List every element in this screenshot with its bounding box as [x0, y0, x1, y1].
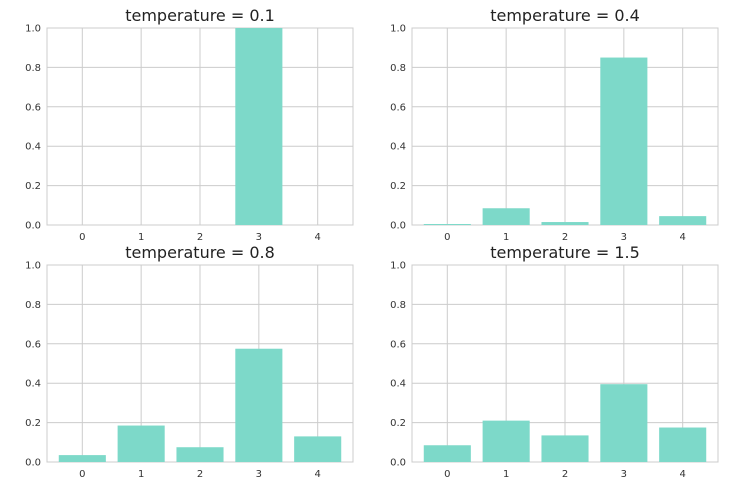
- x-tick-label: 0: [79, 232, 85, 243]
- bar: [600, 384, 648, 462]
- chart-title: temperature = 0.4: [490, 6, 640, 25]
- chart-panel-1: 0.0 0.2 0.4 0.6 0.8 1.0 0 1 2 3 4 temperature = 0.4: [390, 6, 719, 243]
- chart-title: temperature = 0.1: [125, 6, 275, 25]
- y-tick-label: 0.0: [25, 221, 41, 232]
- y-tick-label: 0.2: [390, 418, 406, 429]
- x-tick-label: 3: [621, 469, 627, 480]
- y-tick-label: 0.6: [25, 102, 41, 113]
- x-tick-label: 0: [79, 469, 85, 480]
- y-tick-label: 0.0: [390, 458, 406, 469]
- x-tick-label: 4: [680, 232, 686, 243]
- bar: [600, 57, 648, 225]
- y-tick-label: 0.6: [390, 102, 406, 113]
- bar: [423, 224, 471, 225]
- y-tick-label: 1.0: [390, 261, 406, 272]
- chart-panel-3: 0.0 0.2 0.4 0.6 0.8 1.0 0 1 2 3 4 temperature = 1.5: [390, 243, 719, 480]
- y-tick-label: 0.8: [390, 63, 406, 74]
- y-tick-label: 0.8: [25, 300, 41, 311]
- y-tick-label: 0.2: [25, 181, 41, 192]
- x-tick-label: 4: [315, 469, 321, 480]
- bar: [58, 455, 106, 462]
- x-tick-label: 1: [138, 232, 144, 243]
- x-tick-label: 0: [444, 232, 450, 243]
- bar: [541, 435, 589, 462]
- bar: [294, 436, 342, 462]
- y-tick-label: 0.8: [25, 63, 41, 74]
- bar: [235, 348, 283, 462]
- bar: [541, 222, 589, 225]
- x-tick-label: 2: [562, 232, 568, 243]
- y-tick-label: 1.0: [390, 24, 406, 35]
- y-tick-label: 0.4: [390, 142, 406, 153]
- chart-panel-0: 0.0 0.2 0.4 0.6 0.8 1.0 0 1 2 3 4 temperature = 0.1: [25, 6, 354, 243]
- chart-panel-2: 0.0 0.2 0.4 0.6 0.8 1.0 0 1 2 3 4 temperature = 0.8: [25, 243, 354, 480]
- y-tick-label: 0.0: [390, 221, 406, 232]
- y-tick-label: 0.0: [25, 458, 41, 469]
- y-tick-label: 1.0: [25, 261, 41, 272]
- y-tick-label: 0.2: [25, 418, 41, 429]
- bar: [423, 445, 471, 462]
- bar: [659, 427, 707, 462]
- x-tick-label: 1: [503, 232, 509, 243]
- x-tick-label: 3: [621, 232, 627, 243]
- x-tick-label: 3: [256, 232, 262, 243]
- bar: [659, 216, 707, 225]
- x-tick-label: 2: [197, 232, 203, 243]
- y-tick-label: 0.2: [390, 181, 406, 192]
- x-tick-label: 2: [562, 469, 568, 480]
- x-tick-label: 3: [256, 469, 262, 480]
- y-tick-label: 1.0: [25, 24, 41, 35]
- bar: [482, 208, 530, 225]
- chart-title: temperature = 0.8: [125, 243, 275, 262]
- x-tick-label: 1: [138, 469, 144, 480]
- y-tick-label: 0.4: [25, 142, 41, 153]
- bar: [482, 420, 530, 462]
- y-tick-label: 0.4: [390, 379, 406, 390]
- bar: [176, 447, 224, 462]
- bar: [235, 28, 283, 225]
- x-tick-label: 1: [503, 469, 509, 480]
- chart-title: temperature = 1.5: [490, 243, 640, 262]
- y-tick-label: 0.8: [390, 300, 406, 311]
- y-tick-label: 0.6: [390, 339, 406, 350]
- plot-frame: [46, 27, 354, 226]
- y-tick-label: 0.6: [25, 339, 41, 350]
- y-tick-label: 0.4: [25, 379, 41, 390]
- x-tick-label: 4: [680, 469, 686, 480]
- bar: [117, 425, 165, 462]
- x-tick-label: 0: [444, 469, 450, 480]
- x-tick-label: 2: [197, 469, 203, 480]
- x-tick-label: 4: [315, 232, 321, 243]
